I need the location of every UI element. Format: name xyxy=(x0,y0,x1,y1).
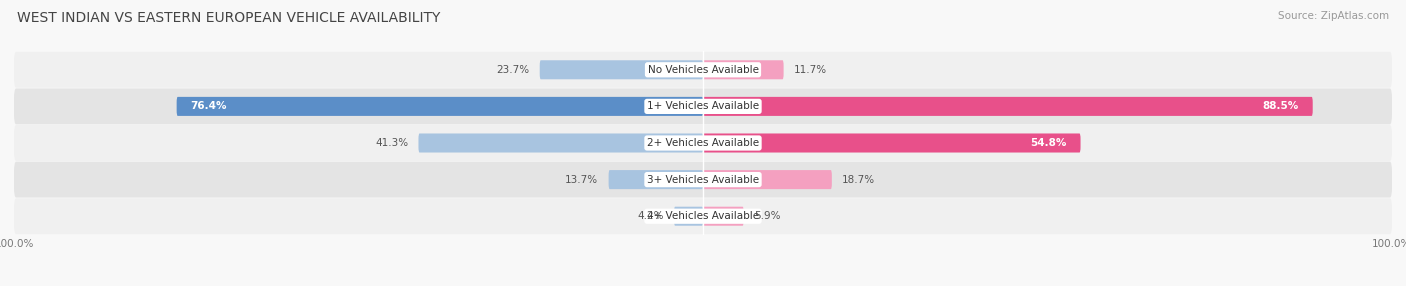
FancyBboxPatch shape xyxy=(14,125,1392,161)
Text: 23.7%: 23.7% xyxy=(496,65,530,75)
FancyBboxPatch shape xyxy=(14,198,1392,234)
Text: 4.2%: 4.2% xyxy=(637,211,664,221)
FancyBboxPatch shape xyxy=(703,60,783,79)
Text: 76.4%: 76.4% xyxy=(190,102,226,111)
Text: 1+ Vehicles Available: 1+ Vehicles Available xyxy=(647,102,759,111)
Text: 5.9%: 5.9% xyxy=(754,211,780,221)
FancyBboxPatch shape xyxy=(419,134,703,152)
Text: 18.7%: 18.7% xyxy=(842,175,876,184)
Text: No Vehicles Available: No Vehicles Available xyxy=(648,65,758,75)
FancyBboxPatch shape xyxy=(673,207,703,226)
Text: 13.7%: 13.7% xyxy=(565,175,599,184)
FancyBboxPatch shape xyxy=(703,97,1313,116)
Text: 11.7%: 11.7% xyxy=(794,65,827,75)
FancyBboxPatch shape xyxy=(14,52,1392,88)
Text: WEST INDIAN VS EASTERN EUROPEAN VEHICLE AVAILABILITY: WEST INDIAN VS EASTERN EUROPEAN VEHICLE … xyxy=(17,11,440,25)
Text: 88.5%: 88.5% xyxy=(1263,102,1299,111)
Text: 2+ Vehicles Available: 2+ Vehicles Available xyxy=(647,138,759,148)
FancyBboxPatch shape xyxy=(540,60,703,79)
FancyBboxPatch shape xyxy=(14,162,1392,198)
Text: 4+ Vehicles Available: 4+ Vehicles Available xyxy=(647,211,759,221)
FancyBboxPatch shape xyxy=(609,170,703,189)
FancyBboxPatch shape xyxy=(177,97,703,116)
FancyBboxPatch shape xyxy=(703,134,1081,152)
Text: Source: ZipAtlas.com: Source: ZipAtlas.com xyxy=(1278,11,1389,21)
Text: 3+ Vehicles Available: 3+ Vehicles Available xyxy=(647,175,759,184)
Text: 41.3%: 41.3% xyxy=(375,138,408,148)
FancyBboxPatch shape xyxy=(14,88,1392,124)
FancyBboxPatch shape xyxy=(703,170,832,189)
Text: 54.8%: 54.8% xyxy=(1031,138,1067,148)
FancyBboxPatch shape xyxy=(703,207,744,226)
